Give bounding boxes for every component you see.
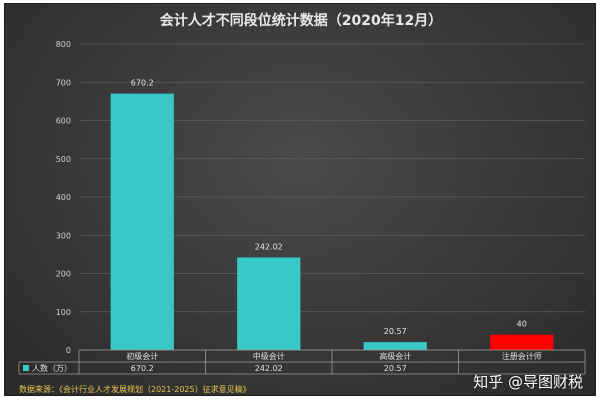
data-labels: 670.2 242.02 20.57 40 bbox=[131, 79, 527, 336]
y-tick-label: 300 bbox=[56, 231, 71, 240]
table-value: 670.2 bbox=[131, 364, 154, 373]
bar bbox=[490, 334, 554, 350]
y-tick-label: 800 bbox=[56, 40, 71, 49]
legend-swatch bbox=[23, 365, 29, 371]
watermark: 知乎 @导图财税 bbox=[473, 373, 583, 391]
y-tick-label: 0 bbox=[66, 346, 71, 355]
chart-title: 会计人才不同段位统计数据（2020年12月） bbox=[160, 12, 442, 29]
data-label: 40 bbox=[517, 320, 527, 329]
data-label: 242.02 bbox=[255, 242, 283, 251]
bars bbox=[110, 93, 554, 350]
bar-chart: 会计人才不同段位统计数据（2020年12月） 0 100 200 300 400 500 6… bbox=[18, 12, 586, 394]
y-tick-label: 400 bbox=[56, 193, 71, 202]
y-axis-ticks: 0 100 200 300 400 500 600 700 800 bbox=[56, 40, 71, 355]
table-value: 242.02 bbox=[255, 364, 283, 373]
bar bbox=[237, 257, 301, 350]
y-tick-label: 200 bbox=[56, 270, 71, 279]
bar bbox=[110, 93, 174, 350]
bar bbox=[363, 342, 427, 350]
data-label: 670.2 bbox=[131, 79, 154, 88]
source-note: 数据来源：《会计行业人才发展规划（2021-2025）征求意见稿》 bbox=[19, 384, 251, 394]
category-label: 注册会计师 bbox=[502, 351, 542, 361]
category-label: 高级会计 bbox=[379, 351, 411, 361]
data-label: 20.57 bbox=[384, 327, 407, 336]
chart-frame: 会计人才不同段位统计数据（2020年12月） 0 100 200 300 400 500 6… bbox=[4, 3, 596, 396]
y-tick-label: 700 bbox=[56, 78, 71, 87]
y-tick-label: 500 bbox=[56, 155, 71, 164]
legend-label: 人数（万） bbox=[32, 363, 72, 373]
category-label: 初级会计 bbox=[126, 351, 158, 361]
y-tick-label: 600 bbox=[56, 117, 71, 126]
y-tick-label: 100 bbox=[56, 308, 71, 317]
category-label: 中级会计 bbox=[253, 351, 285, 361]
table-value: 20.57 bbox=[384, 364, 407, 373]
